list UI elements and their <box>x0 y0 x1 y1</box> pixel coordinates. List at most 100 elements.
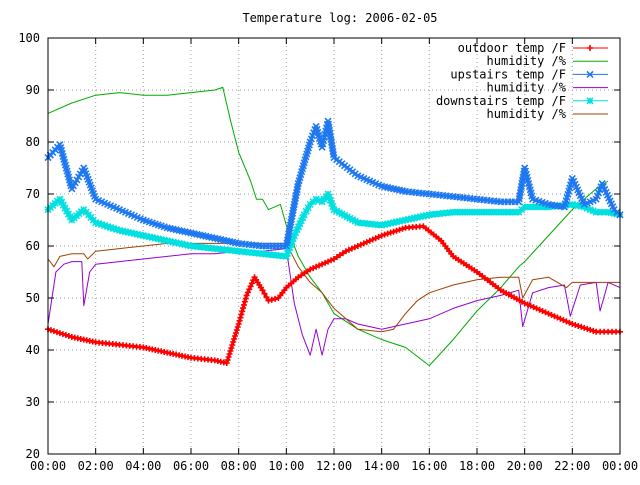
data-point <box>329 202 337 211</box>
data-point <box>361 219 369 227</box>
data-point <box>324 190 332 198</box>
data-point <box>384 230 391 237</box>
data-point <box>245 248 253 256</box>
data-point <box>378 232 385 239</box>
data-point <box>235 321 242 327</box>
data-point <box>231 247 239 255</box>
data-point <box>453 208 461 216</box>
data-point <box>351 217 359 225</box>
data-point <box>592 208 600 216</box>
data-point <box>589 207 597 215</box>
series-layer <box>44 86 624 367</box>
data-point <box>204 244 212 252</box>
data-point <box>583 204 591 212</box>
data-point <box>346 214 354 222</box>
data-point <box>224 246 232 254</box>
data-point <box>328 199 336 207</box>
data-point <box>218 245 226 253</box>
data-point <box>493 208 501 216</box>
data-point <box>237 314 244 321</box>
x-tick-label: 00:00 <box>602 459 638 473</box>
data-point <box>289 235 297 243</box>
data-point <box>425 211 433 219</box>
data-point <box>390 228 397 235</box>
y-tick-label: 40 <box>26 343 40 357</box>
data-point <box>476 208 484 216</box>
data-point <box>187 242 195 250</box>
data-point <box>63 207 71 215</box>
data-point <box>223 360 230 366</box>
data-point <box>47 327 54 334</box>
legend-label: humidity /% <box>487 81 567 95</box>
data-point <box>232 330 239 336</box>
data-point <box>521 203 529 211</box>
data-point <box>226 351 233 357</box>
data-point <box>381 231 388 238</box>
data-point <box>248 249 256 257</box>
data-point <box>534 203 542 211</box>
data-point <box>268 296 275 303</box>
data-point <box>341 211 349 219</box>
y-tick-label: 30 <box>26 395 40 409</box>
data-point <box>56 195 64 203</box>
data-point <box>541 203 549 211</box>
data-point <box>326 196 334 204</box>
data-point <box>500 208 508 216</box>
data-point <box>357 219 365 227</box>
data-point <box>446 209 454 217</box>
series-line <box>47 242 620 333</box>
data-point <box>239 308 246 315</box>
data-point <box>524 203 532 211</box>
data-point <box>367 220 375 228</box>
data-point <box>261 290 268 297</box>
data-point <box>296 220 304 228</box>
data-point <box>584 325 591 332</box>
data-point <box>581 324 588 331</box>
data-point <box>487 208 495 216</box>
data-point <box>238 248 246 256</box>
data-point <box>312 195 320 203</box>
data-point <box>302 207 310 215</box>
x-tick-label: 02:00 <box>78 459 114 473</box>
data-point <box>490 208 498 216</box>
data-point <box>269 251 277 259</box>
data-point <box>399 225 406 232</box>
data-point <box>538 203 546 211</box>
chart-title: Temperature log: 2006-02-05 <box>242 11 437 25</box>
data-point <box>473 208 481 216</box>
data-point <box>248 280 255 287</box>
data-point <box>580 203 588 211</box>
data-point <box>207 244 215 252</box>
y-tick-label: 60 <box>26 239 40 253</box>
data-point <box>211 245 219 253</box>
data-point <box>466 208 474 216</box>
data-point <box>572 321 579 328</box>
data-point <box>292 229 300 237</box>
data-point <box>587 326 594 333</box>
data-point <box>436 210 444 218</box>
data-point <box>508 208 516 216</box>
axis-ticks: 20 30 40 50 60 70 80 90 100 00:00 02:00 04:00 06:00 0… <box>18 31 638 473</box>
data-point <box>235 247 243 255</box>
data-point <box>325 193 333 201</box>
data-point <box>56 330 63 337</box>
data-point <box>259 287 266 294</box>
data-point <box>393 227 400 234</box>
series-2 <box>44 117 624 250</box>
data-point <box>233 327 240 333</box>
legend-label: outdoor temp /F <box>458 41 566 55</box>
data-point <box>483 208 491 216</box>
x-tick-label: 20:00 <box>507 459 543 473</box>
data-point <box>596 208 604 216</box>
data-point <box>295 223 303 231</box>
data-point <box>243 292 250 299</box>
x-tick-label: 06:00 <box>173 459 209 473</box>
series-0 <box>45 223 623 366</box>
data-point <box>480 208 488 216</box>
data-point <box>228 345 235 351</box>
data-point <box>335 208 343 217</box>
data-point <box>240 301 247 308</box>
series-1 <box>47 86 609 367</box>
